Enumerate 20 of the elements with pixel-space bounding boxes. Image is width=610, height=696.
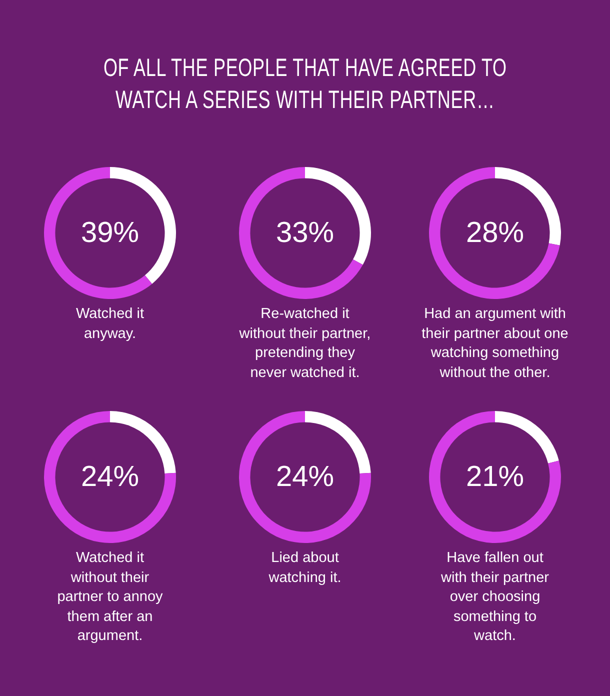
donut-slice xyxy=(44,411,176,543)
text: Re-watched it without their partner, pretending they never watched it. xyxy=(238,305,372,382)
text: Have fallen out with their partner over choosing something to watch. xyxy=(440,549,550,646)
donut-slice xyxy=(429,411,561,543)
donut-slice xyxy=(495,411,559,464)
text: Lied about watching it. xyxy=(268,549,342,588)
text: Watched it without their partner to annoy them after an argument. xyxy=(56,549,164,646)
text: 28% xyxy=(466,217,524,249)
text: 21% xyxy=(466,461,524,493)
text: 24% xyxy=(276,461,334,493)
donut-slice xyxy=(44,167,152,299)
donut-slice xyxy=(429,167,560,299)
text: 24% xyxy=(81,461,140,493)
text: OF ALL THE PEOPLE THAT HAVE AGREED TO WATCH A SERIES WITH THEIR PARTNER… xyxy=(103,53,507,116)
text: 39% xyxy=(81,217,140,249)
text: 33% xyxy=(276,217,334,249)
text: Watched it anyway. xyxy=(75,305,145,344)
text: Had an argument with their partner about one watching something without the other. xyxy=(420,305,570,382)
donut-slice xyxy=(239,411,371,543)
donut-slice xyxy=(239,167,363,299)
